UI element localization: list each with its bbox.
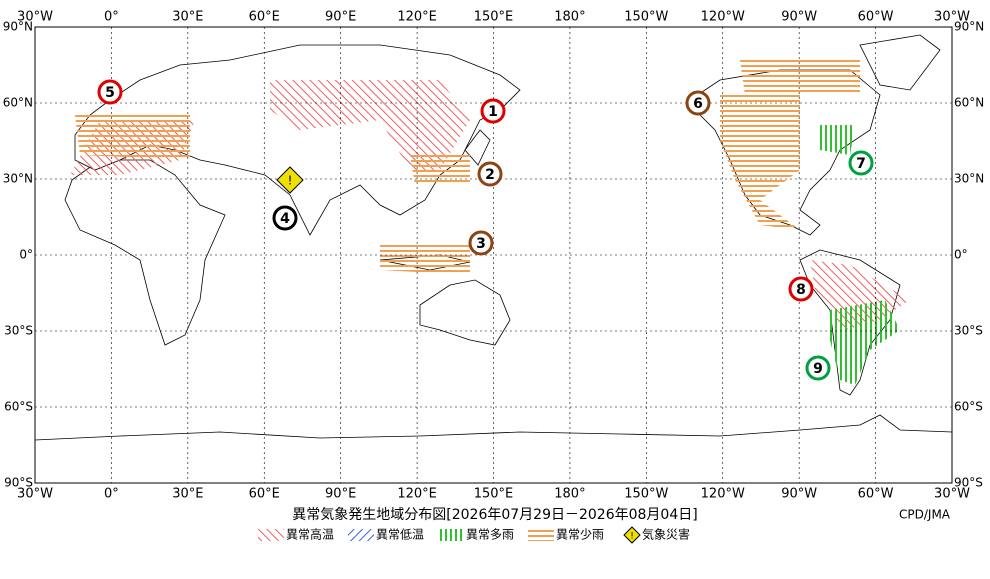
lat-label: 30°S — [954, 324, 983, 338]
lon-label: 180° — [554, 10, 585, 25]
region-number: 4 — [280, 211, 290, 227]
legend-swatch — [438, 529, 464, 541]
region-number: 8 — [796, 282, 806, 298]
lat-label: 60°N — [954, 96, 984, 110]
lon-label: 90°E — [325, 487, 356, 502]
legend-label: 異常低温 — [376, 528, 424, 542]
region-number: 9 — [813, 361, 823, 377]
lat-label: 90°S — [4, 476, 33, 490]
region-number: 7 — [856, 156, 866, 172]
region-marker — [788, 276, 814, 302]
legend-swatch — [623, 526, 641, 544]
lon-label: 150°W — [624, 10, 668, 25]
lat-label: 60°N — [3, 96, 33, 110]
legend-swatch — [528, 529, 554, 541]
legend-label: 異常高温 — [286, 528, 334, 542]
lat-label: 0° — [19, 248, 33, 262]
anomaly-areas — [70, 60, 910, 385]
lon-label: 120°W — [701, 487, 745, 502]
region-marker — [272, 205, 298, 231]
region-marker — [477, 161, 503, 187]
lon-label: 30°W — [17, 487, 53, 502]
lat-label: 60°S — [954, 400, 983, 414]
legend-swatch — [258, 529, 284, 541]
labels: 30°W30°W0°0°30°E30°E60°E60°E90°E90°E120°… — [3, 10, 985, 502]
lat-label: 0° — [954, 248, 968, 262]
lon-label: 90°W — [781, 10, 817, 25]
lat-label: 90°S — [954, 476, 983, 490]
lat-label: 30°N — [954, 172, 984, 186]
lon-label: 0° — [104, 10, 119, 25]
region-marker — [685, 90, 711, 116]
lon-label: 60°E — [249, 487, 280, 502]
legend-icon-mark: ! — [630, 532, 634, 542]
lon-label: 60°E — [249, 10, 280, 25]
credit: CPD/JMA — [899, 508, 951, 522]
region-marker — [468, 230, 494, 256]
lon-label: 90°E — [325, 10, 356, 25]
region-marker — [848, 150, 874, 176]
region-marker — [805, 355, 831, 381]
lon-label: 0° — [104, 487, 119, 502]
map-title: 異常気象発生地域分布図[2026年07月29日－2026年08月04日] — [292, 507, 697, 523]
legend-swatch — [348, 529, 374, 541]
legend-label: 気象災害 — [642, 527, 690, 542]
lon-label: 60°W — [858, 10, 894, 25]
region-marker — [97, 79, 123, 105]
region-number: 1 — [488, 104, 498, 120]
region-number: 3 — [476, 236, 486, 252]
warning-mark: ! — [288, 174, 293, 188]
lon-label: 30°W — [17, 10, 53, 25]
region-number: 5 — [105, 85, 115, 101]
region-marker — [480, 98, 506, 124]
lon-label: 180° — [554, 487, 585, 502]
region-number: 6 — [693, 96, 703, 112]
lon-label: 30°E — [172, 10, 203, 25]
region-number: 2 — [485, 167, 495, 183]
legend: 異常高温 異常低温 異常多雨 異常少雨! 気象災害 — [258, 526, 690, 544]
lon-label: 120°E — [397, 487, 437, 502]
lon-label: 120°W — [701, 10, 745, 25]
lon-label: 60°W — [858, 487, 894, 502]
lon-label: 90°W — [781, 487, 817, 502]
warning-icon — [276, 166, 304, 194]
lon-label: 120°E — [397, 10, 437, 25]
lat-label: 30°N — [3, 172, 33, 186]
lon-label: 30°W — [934, 10, 970, 25]
legend-label: 異常多雨 — [466, 528, 514, 542]
lon-label: 150°E — [474, 10, 514, 25]
lat-label: 60°S — [4, 400, 33, 414]
lat-label: 30°S — [4, 324, 33, 338]
lat-label: 90°N — [954, 20, 984, 34]
lat-label: 90°N — [3, 20, 33, 34]
legend-label: 異常少雨 — [556, 528, 604, 542]
lon-label: 150°E — [474, 487, 514, 502]
lon-label: 150°W — [624, 487, 668, 502]
lon-label: 30°E — [172, 487, 203, 502]
lon-label: 30°W — [934, 487, 970, 502]
